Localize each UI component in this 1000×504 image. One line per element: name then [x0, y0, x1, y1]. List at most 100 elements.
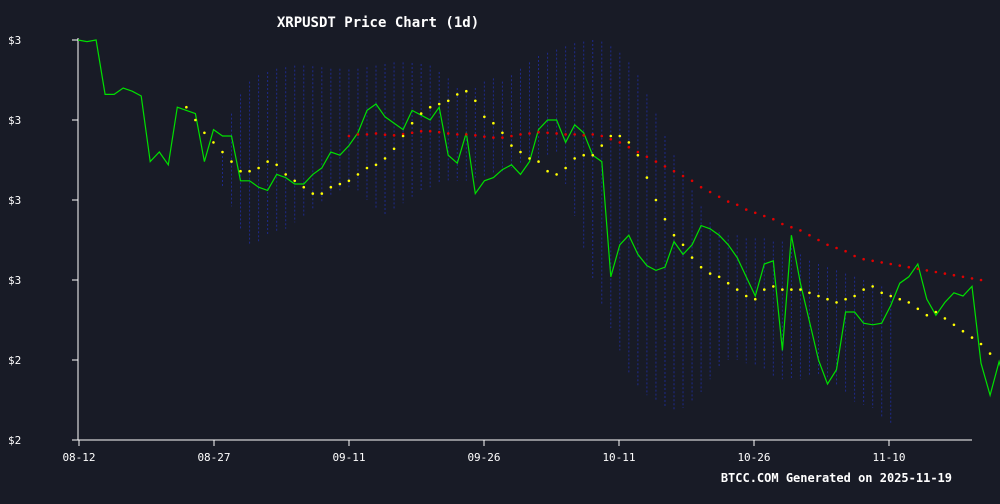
ma-short-point	[600, 144, 604, 147]
ma-short-point	[239, 169, 242, 173]
ma-short-point	[943, 317, 947, 320]
ma-long-point	[483, 135, 486, 138]
ma-short-point	[248, 169, 251, 173]
ma-short-point	[618, 134, 622, 138]
ma-long-point	[961, 275, 965, 279]
ma-long-point	[446, 132, 450, 135]
ma-short-point	[446, 99, 450, 103]
ma-long-point	[654, 160, 658, 163]
ma-short-point	[609, 134, 613, 138]
ma-short-point	[455, 93, 459, 96]
ma-short-point	[293, 179, 297, 183]
ma-short-point	[546, 169, 549, 173]
ma-short-point	[889, 294, 893, 298]
ma-short-point	[392, 147, 396, 151]
ma-short-point	[203, 131, 206, 135]
ma-long-point	[392, 134, 396, 137]
ma-short-point	[510, 144, 513, 147]
ma-long-point	[952, 273, 956, 277]
ma-short-point	[690, 256, 694, 259]
ma-short-point	[708, 272, 712, 275]
ma-long-point	[934, 270, 938, 274]
ma-short-point	[419, 112, 423, 115]
ma-short-point	[519, 150, 522, 154]
ma-short-point	[663, 217, 667, 221]
ma-long-point	[528, 132, 531, 135]
ma-long-point	[799, 229, 802, 232]
ma-short-series	[185, 89, 992, 355]
ma-short-point	[564, 166, 567, 170]
y-tick-label: $3	[8, 114, 21, 127]
price-series-line	[77, 39, 1000, 398]
ma-long-point	[492, 136, 495, 139]
ma-long-point	[419, 129, 423, 133]
ma-short-point	[654, 198, 658, 202]
ma-long-point	[979, 278, 983, 282]
ma-short-point	[970, 336, 974, 339]
ma-long-point	[564, 133, 567, 136]
ma-long-point	[862, 257, 865, 261]
ma-short-point	[934, 310, 938, 314]
ma-long-point	[510, 134, 513, 138]
ma-short-point	[907, 301, 911, 304]
chart-title: XRPUSDT Price Chart (1d)	[277, 15, 479, 31]
ma-long-point	[790, 225, 793, 229]
ma-short-point	[555, 173, 558, 176]
ma-short-point	[347, 179, 351, 183]
ma-long-point	[808, 233, 811, 237]
ma-short-point	[988, 352, 992, 355]
ma-long-point	[410, 131, 414, 135]
ma-short-point	[329, 185, 333, 189]
x-tick-label: 11-10	[872, 451, 905, 464]
ma-short-point	[428, 105, 432, 109]
ma-short-point	[636, 153, 640, 157]
ma-short-point	[645, 176, 649, 179]
ma-short-point	[916, 307, 920, 311]
ma-long-point	[627, 145, 631, 149]
ma-short-point	[275, 163, 278, 167]
ma-long-point	[943, 272, 947, 275]
ma-long-point	[844, 249, 847, 253]
ma-long-point	[365, 133, 369, 136]
ma-short-point	[717, 275, 721, 279]
ma-long-point	[455, 133, 459, 136]
ma-long-point	[537, 130, 540, 134]
ma-long-point	[690, 179, 694, 183]
ma-long-point	[726, 200, 730, 203]
y-tick-label: $3	[8, 34, 21, 47]
ma-long-point	[519, 133, 522, 136]
ma-long-point	[555, 132, 558, 135]
x-tick-label: 08-12	[62, 451, 95, 464]
y-tick-label: $3	[8, 274, 21, 287]
ma-long-point	[708, 190, 712, 194]
ma-short-point	[437, 102, 441, 106]
ma-short-point	[501, 131, 504, 135]
y-tick-label: $3	[8, 194, 21, 207]
ma-short-point	[817, 294, 820, 298]
ma-long-point	[925, 269, 929, 272]
ma-short-point	[799, 288, 802, 291]
ma-short-point	[627, 141, 631, 144]
ma-short-point	[880, 291, 883, 295]
x-tick-label: 10-26	[737, 451, 770, 464]
ma-long-point	[871, 259, 874, 263]
ma-short-point	[790, 288, 793, 291]
ma-short-point	[699, 265, 703, 269]
ma-long-point	[853, 254, 856, 258]
ma-long-point	[474, 134, 477, 137]
ma-short-point	[230, 160, 233, 163]
ma-long-point	[907, 265, 911, 269]
ma-short-point	[744, 294, 748, 298]
y-tick-label: $2	[8, 354, 21, 367]
ma-short-point	[871, 285, 874, 288]
ma-long-point	[772, 217, 775, 221]
ma-long-point	[374, 132, 378, 135]
ma-short-point	[835, 301, 838, 304]
ma-short-point	[302, 185, 306, 189]
bollinger-bands	[221, 40, 892, 424]
ma-short-point	[537, 160, 540, 163]
ma-short-point	[952, 323, 956, 327]
ma-short-point	[826, 297, 829, 301]
axes: $3 $3 $3 $3 $2 $2 08-12 08-27 09-11 09-26 10-11 10-…	[8, 34, 972, 464]
ma-long-point	[916, 267, 920, 271]
